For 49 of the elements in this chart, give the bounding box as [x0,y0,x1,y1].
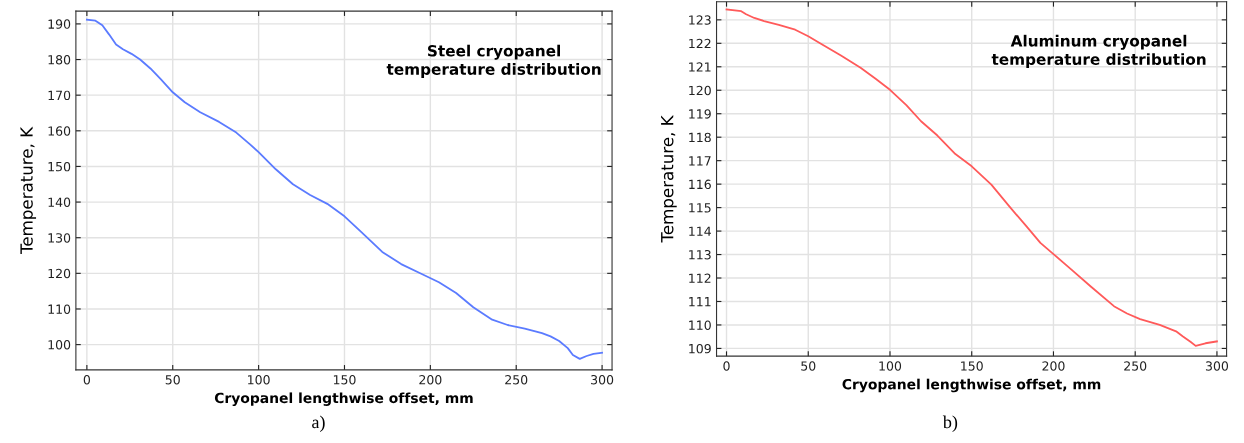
y-tick-label: 150 [48,161,71,172]
y-tick-label: 113 [689,250,711,260]
y-tick-label: 109 [689,343,711,354]
x-axis-title: Cryopanel lengthwise offset, mm [842,378,1101,393]
line-series [85,18,603,360]
y-tick-label: 118 [689,132,711,143]
x-tick-label: 150 [961,361,983,371]
x-axis-title: Cryopanel lengthwise offset, mm [214,392,473,406]
y-tick-label: 100 [48,340,71,350]
x-tick-label: 200 [419,374,442,385]
y-tick-label: 130 [48,233,71,243]
y-tick-label: 121 [689,62,711,72]
x-tick-label: 100 [879,361,902,371]
y-tick-label: 123 [689,15,711,25]
y-axis-title: Temperature, K [20,126,37,255]
y-tick-label: 111 [689,297,711,307]
y-tick-label: 112 [689,273,711,283]
y-tick-label: 110 [48,304,71,314]
y-tick-label: 114 [689,226,711,236]
y-tick-label: 110 [689,320,711,330]
line-series [725,8,1218,347]
x-tick-label: 0 [723,361,730,371]
text: Steel cryopanel temperature distribution [386,44,601,78]
y-tick-label: 117 [689,156,711,166]
x-tick-label: 300 [591,374,614,385]
x-tick-label: 300 [1205,361,1229,371]
y-tick-label: 160 [48,126,71,136]
text: b) [942,415,958,432]
y-tick-label: 120 [689,85,711,96]
y-tick-label: 170 [48,90,71,101]
y-tick-label: 122 [689,38,711,49]
x-tick-label: 150 [333,374,356,385]
y-tick-label: 116 [689,179,711,190]
x-tick-label: 50 [165,374,180,385]
y-tick-label: 120 [48,268,71,279]
y-tick-label: 190 [48,19,71,29]
x-tick-label: 250 [505,374,528,385]
y-tick-label: 119 [689,109,711,119]
text: a) [312,415,325,432]
y-tick-label: 115 [689,203,711,213]
x-tick-label: 100 [248,374,270,385]
y-axis-title: Temperature, K [661,115,677,243]
y-tick-label: 180 [48,55,71,65]
text: Aluminum cryopanel temperature distribution [991,34,1206,68]
x-tick-label: 0 [83,374,91,385]
x-tick-label: 250 [1124,361,1147,371]
y-tick-label: 140 [48,197,71,207]
x-tick-label: 50 [801,361,816,371]
x-tick-label: 200 [1042,361,1065,371]
